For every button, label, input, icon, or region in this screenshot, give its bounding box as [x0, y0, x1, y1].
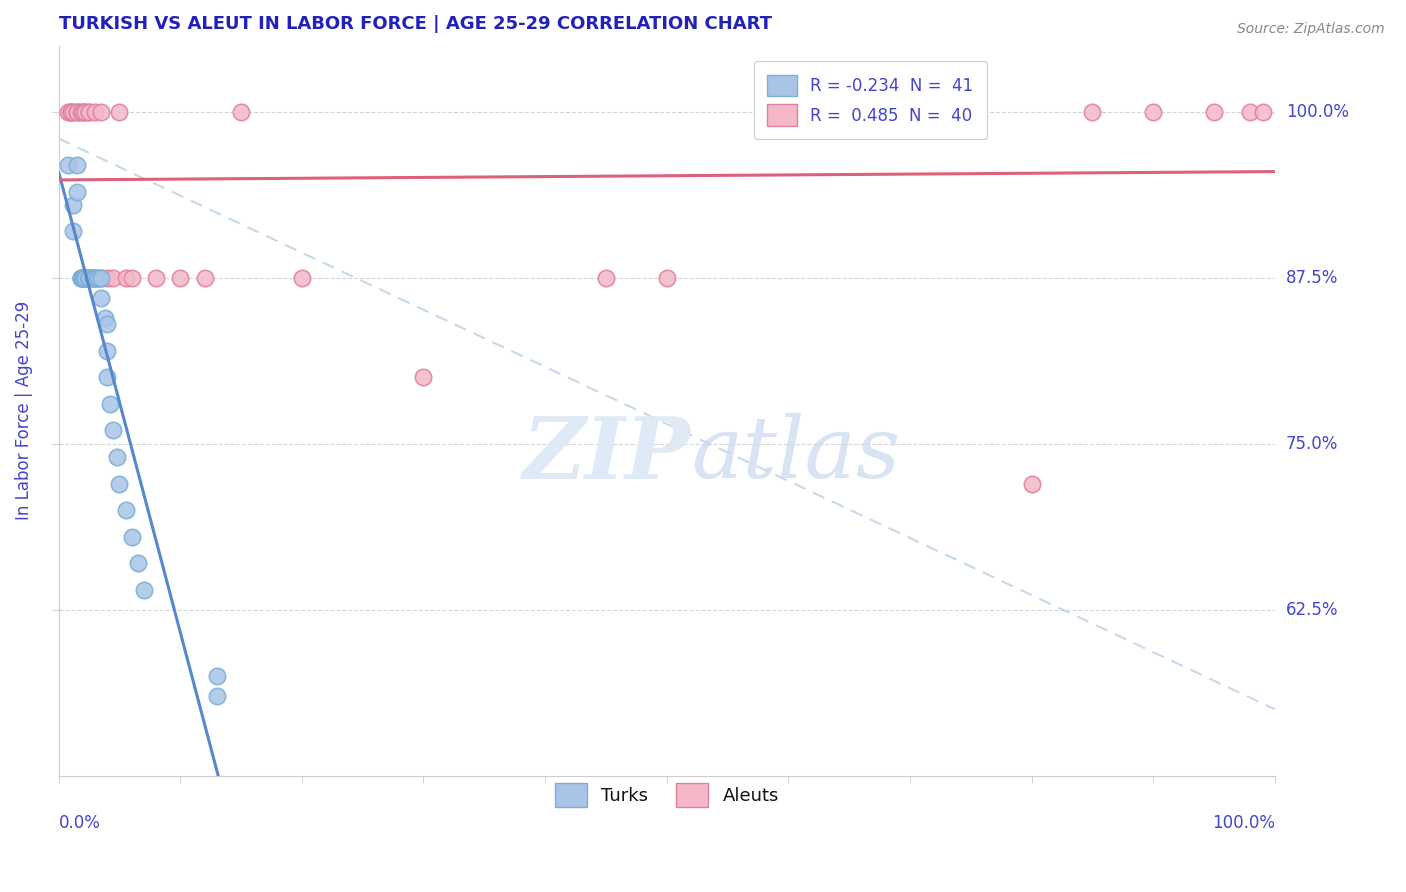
Point — [96, 343, 118, 358]
Point — [412, 370, 434, 384]
Point — [90, 271, 112, 285]
Point — [132, 582, 155, 597]
Point — [69, 105, 91, 120]
Point — [1021, 476, 1043, 491]
Point — [778, 105, 800, 120]
Text: 0.0%: 0.0% — [59, 814, 101, 832]
Text: 75.0%: 75.0% — [1286, 434, 1339, 453]
Point — [59, 105, 82, 120]
Point — [77, 105, 100, 120]
Point — [77, 271, 100, 285]
Point — [103, 271, 125, 285]
Point — [838, 105, 860, 120]
Point — [108, 105, 131, 120]
Point — [121, 271, 143, 285]
Point — [114, 271, 136, 285]
Point — [75, 271, 97, 285]
Point — [59, 105, 82, 120]
Point — [959, 105, 981, 120]
Text: 87.5%: 87.5% — [1286, 268, 1339, 287]
Point — [1202, 105, 1225, 120]
Legend: Turks, Aleuts: Turks, Aleuts — [547, 776, 786, 814]
Point — [1239, 105, 1261, 120]
Point — [291, 271, 314, 285]
Text: TURKISH VS ALEUT IN LABOR FORCE | AGE 25-29 CORRELATION CHART: TURKISH VS ALEUT IN LABOR FORCE | AGE 25… — [59, 15, 772, 33]
Point — [86, 271, 108, 285]
Point — [595, 271, 617, 285]
Text: 62.5%: 62.5% — [1286, 600, 1339, 619]
Point — [96, 318, 118, 332]
Point — [898, 105, 921, 120]
Point — [77, 271, 100, 285]
Point — [194, 271, 217, 285]
Point — [96, 370, 118, 384]
Point — [105, 450, 128, 464]
Point — [84, 271, 107, 285]
Point — [94, 310, 117, 325]
Point — [1081, 105, 1104, 120]
Point — [66, 158, 89, 172]
Point — [84, 271, 107, 285]
Point — [69, 271, 91, 285]
Point — [58, 105, 80, 120]
Point — [75, 271, 97, 285]
Point — [66, 185, 89, 199]
Point — [82, 271, 104, 285]
Point — [121, 530, 143, 544]
Point — [62, 198, 84, 212]
Point — [108, 476, 131, 491]
Point — [77, 105, 100, 120]
Point — [72, 105, 94, 120]
Point — [72, 271, 94, 285]
Point — [90, 105, 112, 120]
Point — [90, 291, 112, 305]
Point — [84, 271, 107, 285]
Point — [77, 271, 100, 285]
Point — [58, 158, 80, 172]
Point — [98, 397, 121, 411]
Point — [1251, 105, 1274, 120]
Point — [75, 105, 97, 120]
Point — [145, 271, 167, 285]
Text: 100.0%: 100.0% — [1286, 103, 1348, 121]
Point — [655, 271, 678, 285]
Text: Source: ZipAtlas.com: Source: ZipAtlas.com — [1237, 22, 1385, 37]
Point — [77, 271, 100, 285]
Point — [205, 689, 228, 703]
Point — [72, 271, 94, 285]
Point — [69, 271, 91, 285]
Text: atlas: atlas — [690, 413, 900, 496]
Point — [66, 105, 89, 120]
Point — [86, 271, 108, 285]
Point — [169, 271, 191, 285]
Point — [72, 105, 94, 120]
Point — [205, 669, 228, 683]
Text: ZIP: ZIP — [523, 413, 690, 496]
Point — [82, 271, 104, 285]
Point — [59, 105, 82, 120]
Point — [127, 556, 149, 570]
Point — [96, 271, 118, 285]
Text: 100.0%: 100.0% — [1212, 814, 1275, 832]
Point — [62, 224, 84, 238]
Point — [62, 105, 84, 120]
Point — [66, 105, 89, 120]
Point — [75, 271, 97, 285]
Point — [69, 271, 91, 285]
Point — [75, 271, 97, 285]
Point — [84, 105, 107, 120]
Point — [1142, 105, 1164, 120]
Point — [103, 424, 125, 438]
Point — [72, 271, 94, 285]
Point — [114, 503, 136, 517]
Point — [90, 271, 112, 285]
Point — [229, 105, 252, 120]
Y-axis label: In Labor Force | Age 25-29: In Labor Force | Age 25-29 — [15, 301, 32, 520]
